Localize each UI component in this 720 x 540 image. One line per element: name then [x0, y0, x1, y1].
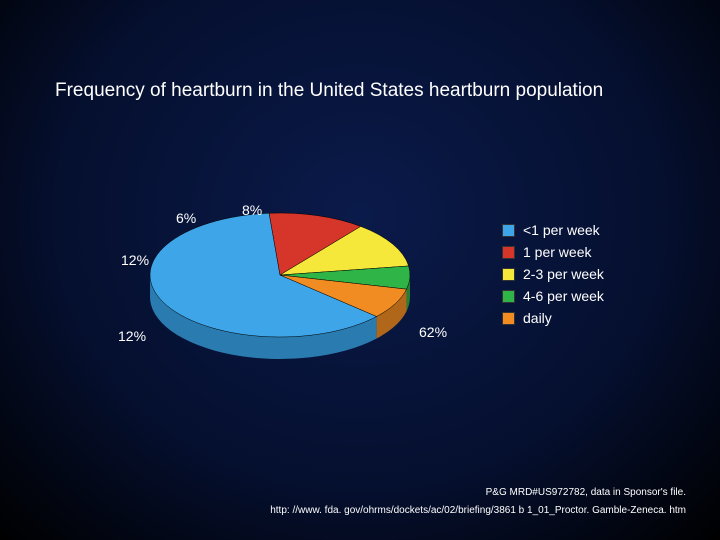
legend-item: <1 per week: [502, 222, 604, 238]
legend-label: daily: [523, 310, 552, 326]
legend-label: <1 per week: [523, 222, 600, 238]
legend-item: 1 per week: [502, 244, 604, 260]
legend-swatch: [502, 290, 515, 303]
legend-label: 1 per week: [523, 244, 591, 260]
slide-title: Frequency of heartburn in the United Sta…: [55, 80, 603, 102]
legend-item: 2-3 per week: [502, 266, 604, 282]
legend-swatch: [502, 224, 515, 237]
pct-label: 8%: [242, 202, 262, 218]
pct-label: 6%: [176, 210, 196, 226]
footnote-url: http: //www. fda. gov/ohrms/dockets/ac/0…: [270, 505, 686, 516]
legend-label: 4-6 per week: [523, 288, 604, 304]
footnote-source: P&G MRD#US972782, data in Sponsor's file…: [486, 487, 686, 498]
pie-chart: 62%12%12%6%8%: [130, 190, 430, 390]
pct-label: 12%: [118, 328, 146, 344]
pct-label: 12%: [121, 252, 149, 268]
legend-swatch: [502, 312, 515, 325]
pct-label: 62%: [419, 324, 447, 340]
legend-swatch: [502, 246, 515, 259]
legend: <1 per week 1 per week 2-3 per week 4-6 per…: [502, 222, 604, 332]
legend-item: daily: [502, 310, 604, 326]
legend-label: 2-3 per week: [523, 266, 604, 282]
legend-swatch: [502, 268, 515, 281]
legend-item: 4-6 per week: [502, 288, 604, 304]
